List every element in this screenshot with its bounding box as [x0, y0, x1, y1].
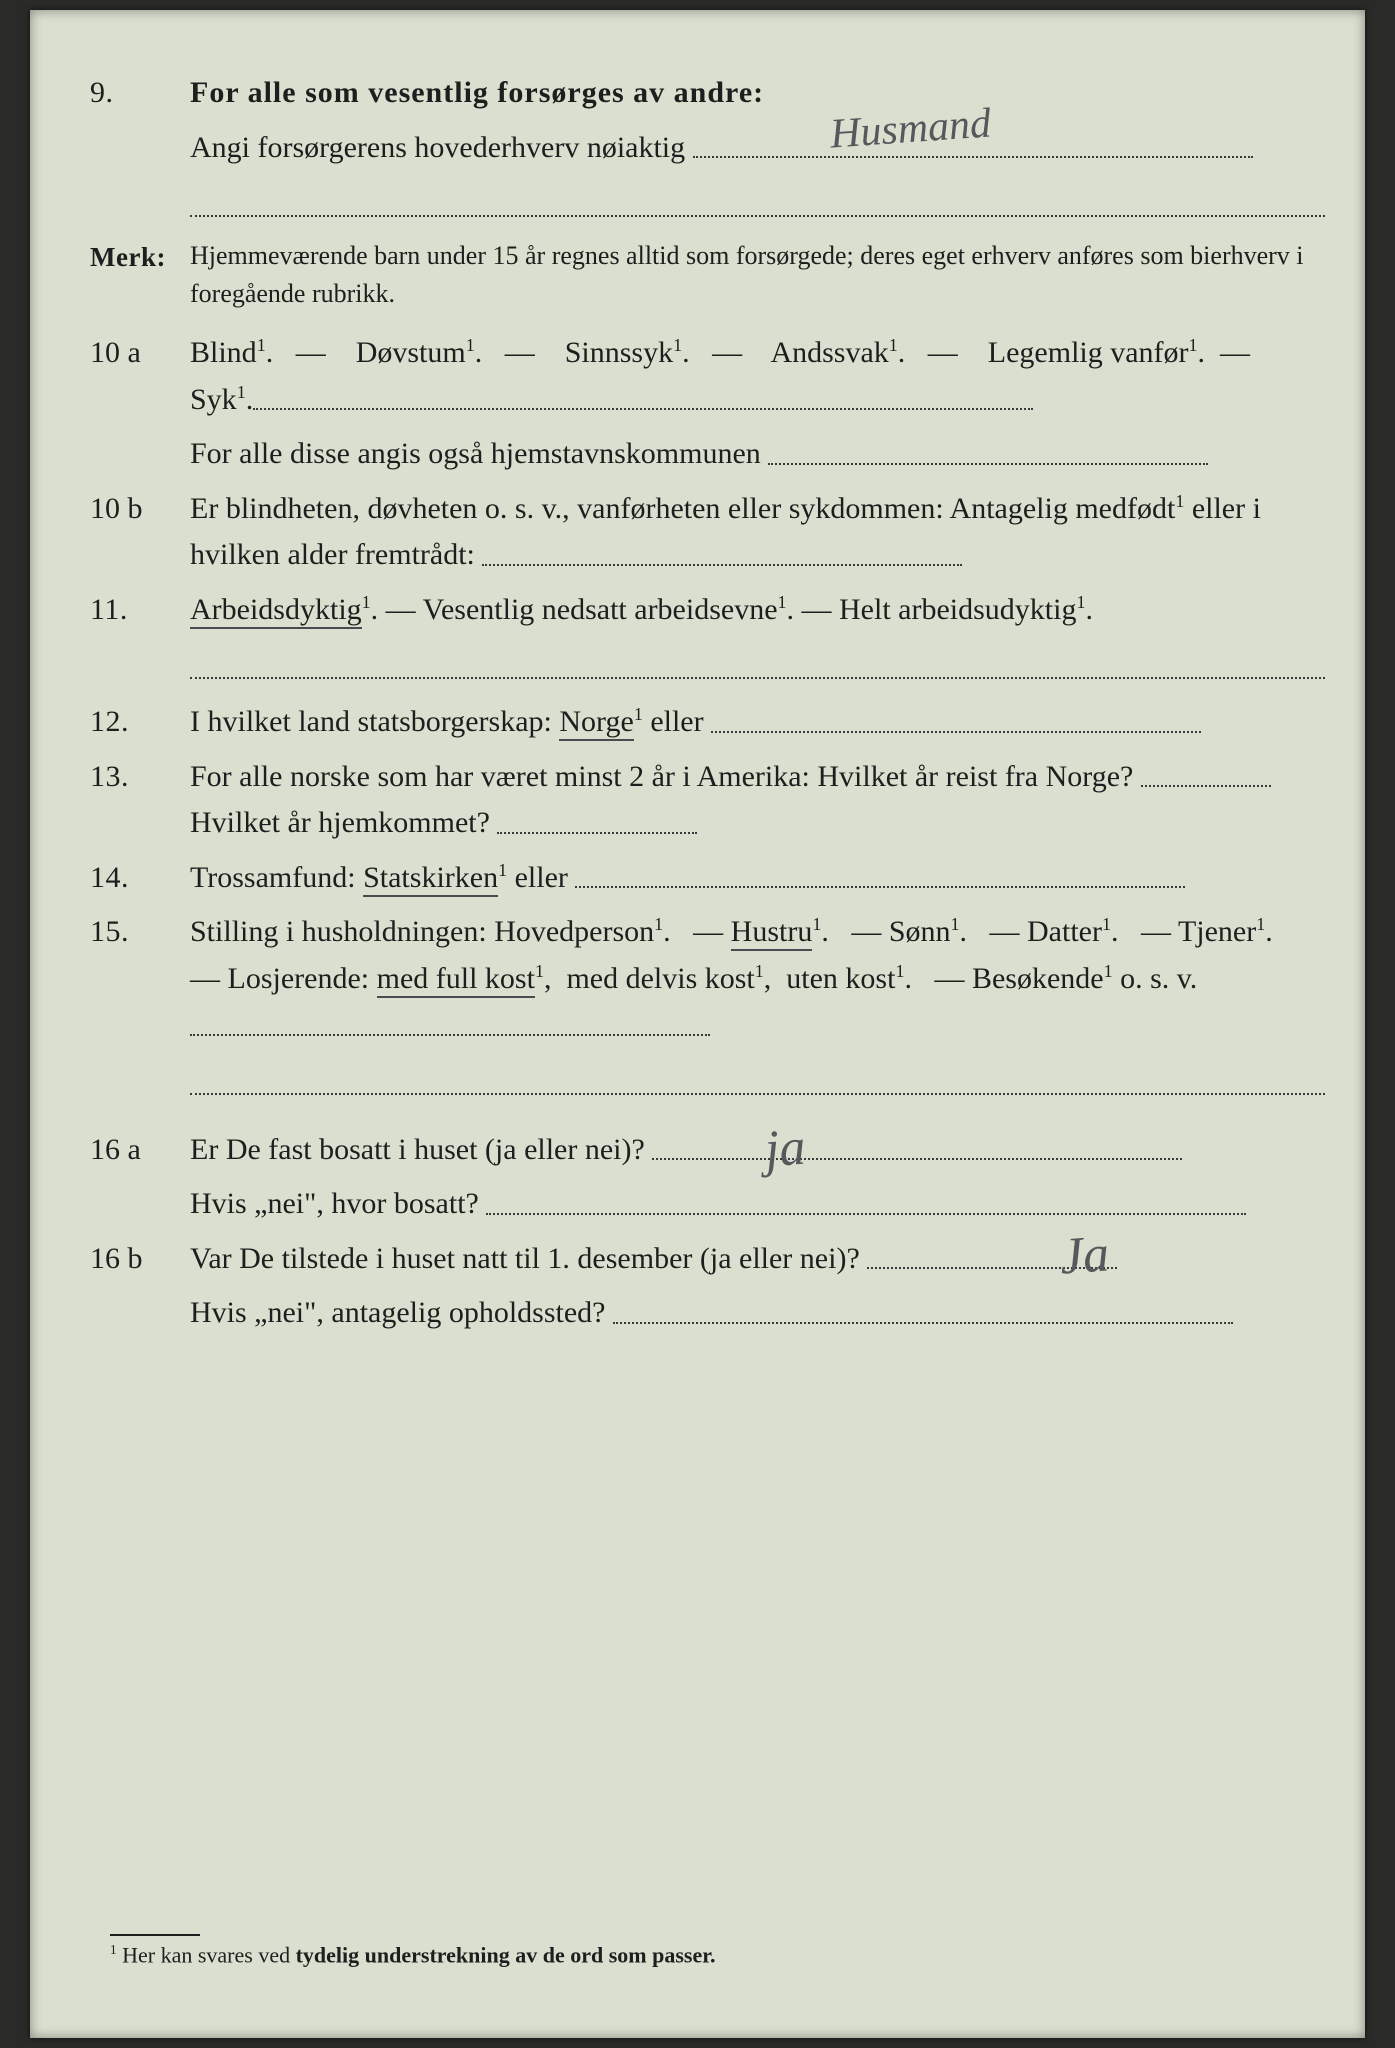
- q10a-prompt2: For alle disse angis også hjemstavnskomm…: [190, 437, 761, 470]
- q14-body: Trossamfund: Statskirken1 eller: [190, 855, 1325, 902]
- q16a-row: 16 a Er De fast bosatt i huset (ja eller…: [90, 1127, 1325, 1174]
- q16b-number: 16 b: [90, 1236, 190, 1283]
- q10b-row: 10 b Er blindheten, døvheten o. s. v., v…: [90, 486, 1325, 579]
- q13-body: For alle norske som har været minst 2 år…: [190, 754, 1325, 847]
- q14-number: 14.: [90, 855, 190, 902]
- footnote-sup: 1: [110, 1942, 117, 1957]
- census-form-page: 9. For alle som vesentlig forsørges av a…: [30, 10, 1365, 2038]
- q12-opt-norge[interactable]: Norge: [559, 705, 633, 741]
- q9-body: For alle som vesentlig forsørges av andr…: [190, 70, 1325, 117]
- q11-opt-3[interactable]: Helt arbeidsudyktig: [839, 593, 1076, 626]
- footnote-text: Her kan svares ved tydelig understreknin…: [122, 1942, 715, 1967]
- q15-fill[interactable]: [190, 1004, 710, 1036]
- q16a-fill2[interactable]: [486, 1183, 1246, 1215]
- note-row: Merk: Hjemmeværende barn under 15 år reg…: [90, 237, 1325, 312]
- q12-number: 12.: [90, 699, 190, 746]
- q10a-fill2[interactable]: [768, 433, 1208, 465]
- q11-row: 11. Arbeidsdyktig1. — Vesentlig nedsatt …: [90, 587, 1325, 634]
- q10a-number: 10 a: [90, 330, 190, 377]
- q11-body: Arbeidsdyktig1. — Vesentlig nedsatt arbe…: [190, 587, 1325, 634]
- q16a-body: Er De fast bosatt i huset (ja eller nei)…: [190, 1127, 1325, 1174]
- q11-opt-2[interactable]: Vesentlig nedsatt arbeidsevne: [423, 593, 778, 626]
- q12-fill[interactable]: [711, 701, 1201, 733]
- q9-row: 9. For alle som vesentlig forsørges av a…: [90, 70, 1325, 117]
- q16a-number: 16 a: [90, 1127, 190, 1174]
- footnote-rule: [110, 1934, 200, 1936]
- q16b-line2: Hvis „nei", antagelig opholdssted?: [90, 1290, 1325, 1337]
- q16a-fill[interactable]: [652, 1128, 1182, 1160]
- q15-fill-2[interactable]: [190, 1057, 1325, 1095]
- q9-fill-line-2[interactable]: [190, 179, 1325, 217]
- q11-number: 11.: [90, 587, 190, 634]
- q14-row: 14. Trossamfund: Statskirken1 eller: [90, 855, 1325, 902]
- footnote: 1 Her kan svares ved tydelig understrekn…: [110, 1934, 1285, 1968]
- q15-body: Stilling i husholdningen: Hovedperson1. …: [190, 909, 1325, 1049]
- q15-opt-hustru[interactable]: Hustru: [731, 915, 813, 951]
- note-text: Hjemmeværende barn under 15 år regnes al…: [190, 237, 1325, 312]
- q12-body: I hvilket land statsborgerskap: Norge1 e…: [190, 699, 1325, 746]
- q16b-body: Var De tilstede i huset natt til 1. dese…: [190, 1236, 1325, 1283]
- q15-opt-fullkost[interactable]: med full kost: [377, 962, 535, 998]
- q15-row: 15. Stilling i husholdningen: Hovedperso…: [90, 909, 1325, 1049]
- q11-opt-1[interactable]: Arbeidsdyktig: [190, 593, 362, 629]
- q9-prompt: Angi forsørgerens hovederhverv nøiaktig: [190, 131, 685, 164]
- q13-row: 13. For alle norske som har været minst …: [90, 754, 1325, 847]
- q9-line2: Angi forsørgerens hovederhverv nøiaktig …: [90, 125, 1325, 172]
- q13-fill-2[interactable]: [497, 802, 697, 834]
- q16b-row: 16 b Var De tilstede i huset natt til 1.…: [90, 1236, 1325, 1283]
- q14-fill[interactable]: [575, 856, 1185, 888]
- q10a-fill[interactable]: [253, 378, 1033, 410]
- q13-number: 13.: [90, 754, 190, 801]
- q9-number: 9.: [90, 70, 190, 117]
- q10a-body: Blind1. — Døvstum1. — Sinnssyk1. — Andss…: [190, 330, 1325, 423]
- q15-number: 15.: [90, 909, 190, 956]
- q12-row: 12. I hvilket land statsborgerskap: Norg…: [90, 699, 1325, 746]
- note-label: Merk:: [90, 237, 190, 279]
- q10a-row: 10 a Blind1. — Døvstum1. — Sinnssyk1. — …: [90, 330, 1325, 423]
- q10b-number: 10 b: [90, 486, 190, 533]
- q9-heading: For alle som vesentlig forsørges av andr…: [190, 76, 764, 109]
- q16a-line2: Hvis „nei", hvor bosatt?: [90, 1181, 1325, 1228]
- q10b-body: Er blindheten, døvheten o. s. v., vanfør…: [190, 486, 1325, 579]
- q16b-fill[interactable]: [867, 1237, 1117, 1269]
- q14-opt-statskirken[interactable]: Statskirken: [363, 861, 498, 897]
- q11-fill[interactable]: [190, 641, 1325, 679]
- q13-fill-1[interactable]: [1141, 755, 1271, 787]
- q10a-line2: For alle disse angis også hjemstavnskomm…: [90, 431, 1325, 478]
- q16b-fill2[interactable]: [613, 1292, 1233, 1324]
- q9-fill-line[interactable]: [693, 126, 1253, 158]
- q10b-fill[interactable]: [482, 534, 962, 566]
